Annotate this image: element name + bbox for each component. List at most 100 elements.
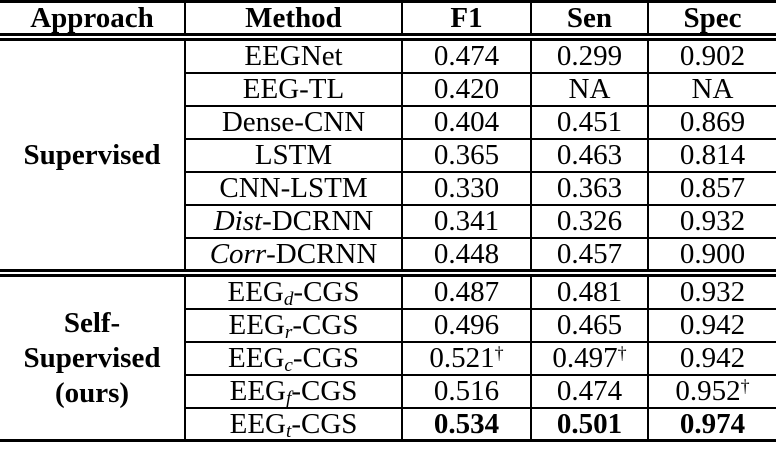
text: EEG-TL bbox=[242, 73, 345, 106]
method-cell: EEGt-CGS bbox=[184, 407, 402, 442]
text: CNN-LSTM bbox=[219, 172, 368, 205]
method-cell: EEGr-CGS bbox=[184, 308, 402, 343]
method-cell: EEGc-CGS bbox=[184, 341, 402, 376]
text: 0.942 bbox=[679, 342, 746, 375]
table-row: Dense-CNN 0.404 0.451 0.869 bbox=[0, 105, 776, 140]
sen-cell: NA bbox=[530, 72, 648, 107]
subscript-text: d bbox=[283, 289, 294, 309]
subscript-text: c bbox=[284, 355, 293, 375]
text: -CGS bbox=[292, 342, 359, 375]
approach-label-line: Supervised bbox=[23, 341, 161, 374]
sen-cell: 0.326 bbox=[530, 204, 648, 239]
text: EEG bbox=[229, 375, 286, 408]
header-row: Approach Method F1 Sen Spec bbox=[0, 1, 776, 42]
f1-cell: 0.516 bbox=[401, 374, 531, 409]
text: EEG bbox=[227, 276, 284, 309]
text: -CGS bbox=[293, 276, 360, 309]
text: 0.326 bbox=[556, 205, 623, 238]
text: -CGS bbox=[292, 309, 359, 342]
subscript-text: r bbox=[284, 322, 293, 342]
f1-cell: 0.365 bbox=[401, 138, 531, 173]
spec-cell: 0.902 bbox=[647, 37, 776, 74]
method-cell: EEGNet bbox=[184, 37, 402, 74]
text: 0.465 bbox=[556, 309, 623, 342]
text: 0.521 bbox=[429, 342, 495, 375]
table-row: EEG-TL 0.420 NA NA bbox=[0, 72, 776, 107]
text: 0.952 bbox=[675, 375, 741, 408]
spec-cell: 0.952† bbox=[647, 374, 776, 409]
table-row: EEGr-CGS 0.496 0.465 0.942 bbox=[0, 308, 776, 343]
col-header-f1: F1 bbox=[401, 1, 531, 42]
text: 0.363 bbox=[556, 172, 623, 205]
text: 0.932 bbox=[679, 205, 746, 238]
table-row: EEGt-CGS 0.534 0.501 0.974 bbox=[0, 407, 776, 442]
spec-cell: NA bbox=[647, 72, 776, 107]
results-table: Approach Method F1 Sen Spec Supervised EE… bbox=[0, 0, 776, 443]
method-cell: EEG-TL bbox=[184, 72, 402, 107]
approach-label-line: Self- bbox=[63, 306, 121, 339]
text: 0.457 bbox=[556, 237, 623, 270]
f1-cell: 0.330 bbox=[401, 171, 531, 206]
text: EEGNet bbox=[244, 40, 343, 73]
text: 0.463 bbox=[556, 139, 623, 172]
method-cell: LSTM bbox=[184, 138, 402, 173]
sen-cell: 0.465 bbox=[530, 308, 648, 343]
text: EEG bbox=[228, 342, 285, 375]
text: 0.481 bbox=[556, 276, 623, 309]
text: 0.900 bbox=[679, 237, 746, 270]
table-row: Corr-DCRNN 0.448 0.457 0.900 bbox=[0, 237, 776, 278]
text: 0.365 bbox=[433, 139, 500, 172]
method-cell: EEGf-CGS bbox=[184, 374, 402, 409]
text: 0.474 bbox=[433, 40, 500, 73]
text: 0.487 bbox=[433, 276, 500, 309]
text: EEG bbox=[229, 407, 286, 440]
text: 0.534 bbox=[433, 407, 500, 440]
table-header: Approach Method F1 Sen Spec bbox=[0, 1, 776, 42]
italic-text: Dist bbox=[213, 205, 263, 238]
sen-cell: 0.363 bbox=[530, 171, 648, 206]
table-row: EEGc-CGS 0.521† 0.497† 0.942 bbox=[0, 341, 776, 376]
italic-text: Corr bbox=[209, 237, 267, 270]
text: 0.404 bbox=[433, 106, 500, 139]
results-table-body: Supervised EEGNet 0.474 0.299 0.902 EEG-TL 0.4… bbox=[0, 37, 776, 442]
text: 0.902 bbox=[679, 40, 746, 73]
spec-cell: 0.857 bbox=[647, 171, 776, 206]
dagger-mark: † bbox=[617, 342, 627, 363]
f1-cell: 0.420 bbox=[401, 72, 531, 107]
spec-cell: 0.932 bbox=[647, 204, 776, 239]
f1-cell: 0.474 bbox=[401, 37, 531, 74]
approach-cell: Supervised bbox=[0, 37, 185, 278]
dagger-mark: † bbox=[494, 342, 504, 363]
text: 0.516 bbox=[433, 375, 500, 408]
text: -CGS bbox=[291, 375, 358, 408]
sen-cell: 0.299 bbox=[530, 37, 648, 74]
col-header-approach: Approach bbox=[0, 1, 185, 42]
text: NA bbox=[691, 73, 734, 106]
text: -DCRNN bbox=[262, 205, 374, 238]
text: 0.474 bbox=[556, 375, 623, 408]
text: 0.501 bbox=[556, 407, 623, 440]
table-row: EEGf-CGS 0.516 0.474 0.952† bbox=[0, 374, 776, 409]
text: 0.869 bbox=[679, 106, 746, 139]
method-cell: Corr-DCRNN bbox=[184, 237, 402, 278]
text: -DCRNN bbox=[266, 237, 378, 270]
text: 0.299 bbox=[556, 40, 623, 73]
table-row: Self- Supervised (ours) EEGd-CGS 0.487 0.481 0… bbox=[0, 273, 776, 442]
sen-cell: 0.474 bbox=[530, 374, 648, 409]
table-row: Supervised EEGNet 0.474 0.299 0.902 bbox=[0, 37, 776, 278]
approach-cell: Self- Supervised (ours) bbox=[0, 273, 185, 442]
f1-cell: 0.404 bbox=[401, 105, 531, 140]
text: 0.330 bbox=[433, 172, 500, 205]
subscript-text: f bbox=[285, 388, 292, 408]
table-row: CNN-LSTM 0.330 0.363 0.857 bbox=[0, 171, 776, 206]
text: LSTM bbox=[254, 139, 333, 172]
f1-cell: 0.534 bbox=[401, 407, 531, 442]
f1-cell: 0.521† bbox=[401, 341, 531, 376]
method-cell: CNN-LSTM bbox=[184, 171, 402, 206]
text: 0.942 bbox=[679, 309, 746, 342]
table-row: Dist-DCRNN 0.341 0.326 0.932 bbox=[0, 204, 776, 239]
table-row: LSTM 0.365 0.463 0.814 bbox=[0, 138, 776, 173]
f1-cell: 0.496 bbox=[401, 308, 531, 343]
sen-cell: 0.463 bbox=[530, 138, 648, 173]
